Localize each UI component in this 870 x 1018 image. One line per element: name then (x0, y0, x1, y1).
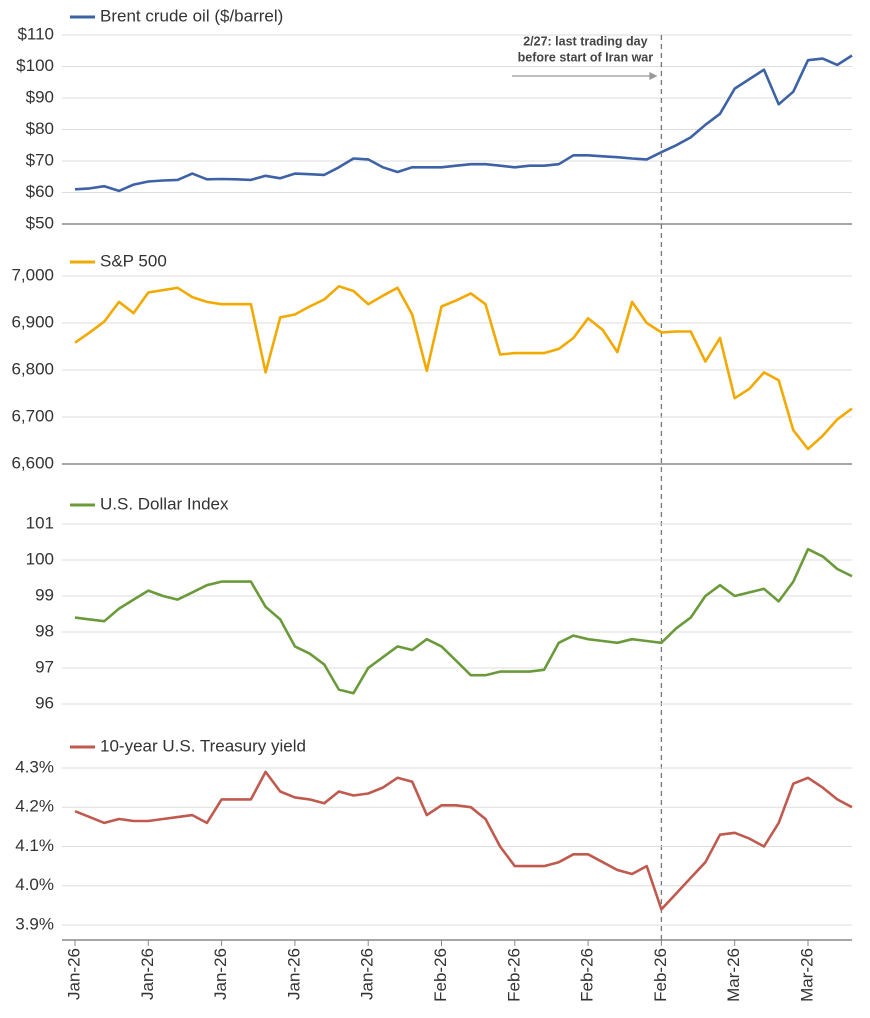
y-tick-label: $70 (26, 150, 54, 169)
y-tick-label: $60 (26, 182, 54, 201)
y-tick-label: 6,600 (11, 453, 54, 472)
x-tick-label: Feb-26 (431, 948, 450, 1002)
y-tick-label: $110 (17, 24, 54, 43)
y-tick-label: $80 (26, 119, 54, 138)
y-tick-label: 4.1% (15, 836, 54, 855)
y-tick-label: 99 (35, 585, 54, 604)
x-tick-label: Jan-26 (358, 948, 377, 1000)
y-tick-label: 4.0% (15, 875, 54, 894)
y-tick-label: 101 (26, 513, 54, 532)
y-tick-label: 6,900 (11, 312, 54, 331)
y-tick-label: 96 (35, 693, 54, 712)
legend-label: 10-year U.S. Treasury yield (100, 736, 306, 755)
y-tick-label: 100 (26, 549, 54, 568)
x-tick-label: Mar-26 (797, 948, 816, 1002)
x-tick-label: Feb-26 (651, 948, 670, 1002)
x-tick-label: Feb-26 (578, 948, 597, 1002)
x-tick-label: Jan-26 (284, 948, 303, 1000)
x-tick-label: Mar-26 (724, 948, 743, 1002)
legend-label: Brent crude oil ($/barrel) (100, 6, 283, 25)
x-tick-label: Jan-26 (64, 948, 83, 1000)
y-tick-label: 98 (35, 621, 54, 640)
y-tick-label: 3.9% (15, 914, 54, 933)
annotation-arrowhead (649, 72, 658, 80)
y-tick-label: $100 (16, 56, 54, 75)
series-line (74, 285, 853, 451)
y-tick-label: 6,700 (11, 406, 54, 425)
series-line (74, 770, 853, 911)
legend-label: U.S. Dollar Index (100, 494, 229, 513)
y-tick-label: 4.3% (15, 757, 54, 776)
series-line (74, 54, 853, 193)
y-tick-label: 6,800 (11, 359, 54, 378)
y-tick-label: 7,000 (11, 265, 54, 284)
x-tick-label: Jan-26 (211, 948, 230, 1000)
y-tick-label: 4.2% (15, 797, 54, 816)
x-tick-label: Feb-26 (504, 948, 523, 1002)
y-tick-label: $90 (26, 87, 54, 106)
y-tick-label: $50 (26, 213, 54, 232)
legend-label: S&P 500 (100, 251, 167, 270)
x-tick-label: Jan-26 (138, 948, 157, 1000)
y-tick-label: 97 (35, 657, 54, 676)
series-line (74, 547, 853, 695)
annotation: 2/27: last trading day (523, 34, 647, 48)
annotation: before start of Iran war (518, 50, 654, 64)
